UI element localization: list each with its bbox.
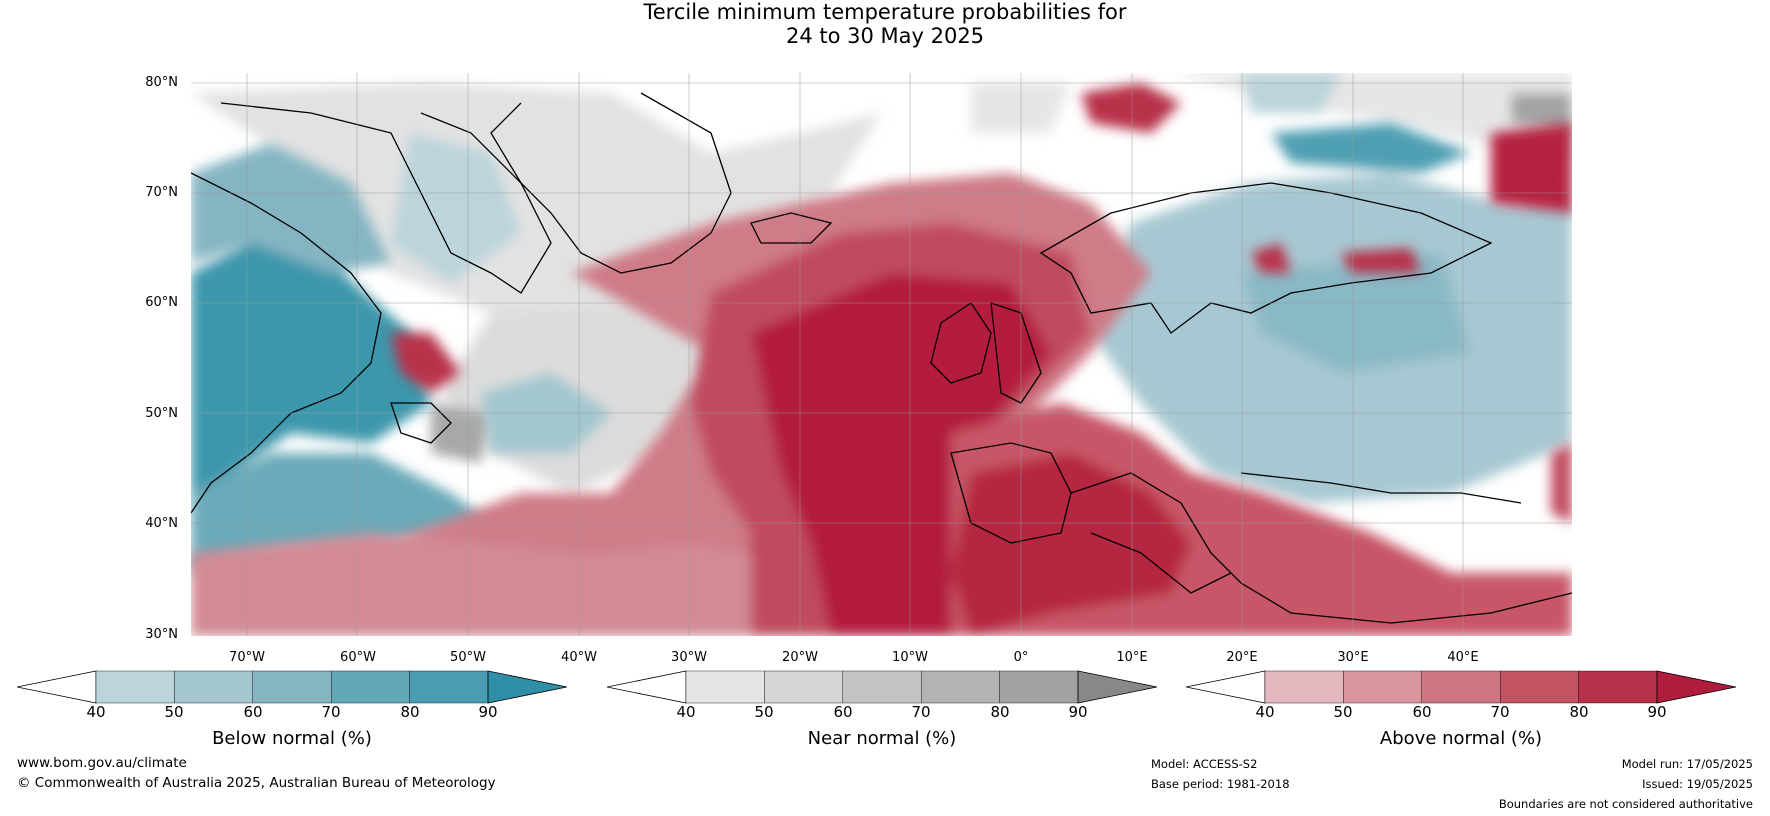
colorbar-extend-high <box>487 670 567 704</box>
colorbar-above-swatches <box>1186 670 1736 704</box>
below-tick-40: 40 <box>86 703 106 721</box>
probability-map <box>191 73 1572 636</box>
below-tick-70: 70 <box>321 703 341 721</box>
lon-label-50w: 50°W <box>450 650 486 665</box>
below-tick-60: 60 <box>243 703 263 721</box>
lon-label-70w: 70°W <box>229 650 265 665</box>
lon-label-20w: 20°W <box>782 650 818 665</box>
above-tick-60: 60 <box>1412 703 1432 721</box>
lat-label-60n: 60°N <box>145 295 178 310</box>
colorbar-extend-high <box>1656 670 1736 704</box>
lon-label-30w: 30°W <box>671 650 707 665</box>
copyright-text: © Commonwealth of Australia 2025, Austra… <box>17 775 496 791</box>
lat-label-70n: 70°N <box>145 185 178 200</box>
graticule <box>191 73 1572 636</box>
disclaimer-text: Boundaries are not considered authoritat… <box>1498 797 1753 811</box>
colorbar-near-normal <box>607 669 1157 705</box>
colorbar-above-normal <box>1186 669 1736 705</box>
lon-label-0: 0° <box>1013 650 1029 665</box>
colorbar-segment <box>252 670 332 704</box>
lon-label-10e: 10°E <box>1116 650 1148 665</box>
website-link[interactable]: www.bom.gov.au/climate <box>17 755 187 771</box>
colorbar-segment <box>1421 670 1501 704</box>
below-tick-90: 90 <box>478 703 498 721</box>
above-tick-90: 90 <box>1647 703 1667 721</box>
model-run-text: Model run: 17/05/2025 <box>1621 757 1753 771</box>
title-line-2: 24 to 30 May 2025 <box>785 24 985 48</box>
above-normal-label: Above normal (%) <box>1379 728 1543 749</box>
title-line-1: Tercile minimum temperature probabilitie… <box>643 0 1127 24</box>
below-normal-label: Below normal (%) <box>212 728 372 749</box>
coastlines <box>191 92 1572 624</box>
colorbar-below-normal <box>17 669 567 705</box>
colorbar-segment <box>331 670 410 704</box>
colorbar-segment <box>95 670 175 704</box>
colorbar-extend-low <box>1186 670 1266 704</box>
chart-title: Tercile minimum temperature probabilitie… <box>0 0 1770 48</box>
colorbar-segment <box>409 670 489 704</box>
colorbar-extend-high <box>1077 670 1157 704</box>
above-normal-regions <box>191 83 1572 636</box>
below-tick-50: 50 <box>164 703 184 721</box>
colorbar-below-swatches <box>17 670 567 704</box>
below-tick-80: 80 <box>400 703 420 721</box>
colorbar-segment <box>764 670 843 704</box>
near-tick-70: 70 <box>911 703 931 721</box>
lat-label-40n: 40°N <box>145 516 178 531</box>
lon-label-20e: 20°E <box>1226 650 1258 665</box>
issued-text: Issued: 19/05/2025 <box>1642 777 1753 791</box>
colorbar-near-swatches <box>607 670 1157 704</box>
base-period-text: Base period: 1981-2018 <box>1151 777 1290 791</box>
colorbar-segment <box>999 670 1079 704</box>
lat-label-50n: 50°N <box>145 406 178 421</box>
colorbar-segment <box>1578 670 1658 704</box>
near-tick-80: 80 <box>990 703 1010 721</box>
colorbar-extend-low <box>607 670 687 704</box>
colorbar-segment <box>174 670 253 704</box>
lon-label-30e: 30°E <box>1337 650 1369 665</box>
near-tick-90: 90 <box>1068 703 1088 721</box>
near-tick-60: 60 <box>833 703 853 721</box>
colorbar-segment <box>685 670 765 704</box>
colorbar-segment <box>1500 670 1579 704</box>
lon-label-10w: 10°W <box>892 650 928 665</box>
above-tick-70: 70 <box>1490 703 1510 721</box>
colorbar-segment <box>921 670 1000 704</box>
near-normal-label: Near normal (%) <box>807 728 957 749</box>
lon-label-40e: 40°E <box>1447 650 1479 665</box>
lon-label-60w: 60°W <box>340 650 376 665</box>
above-tick-80: 80 <box>1569 703 1589 721</box>
colorbar-segment <box>842 670 922 704</box>
above-tick-50: 50 <box>1333 703 1353 721</box>
colorbar-extend-low <box>17 670 97 704</box>
model-text: Model: ACCESS-S2 <box>1151 757 1258 771</box>
near-tick-50: 50 <box>754 703 774 721</box>
near-tick-40: 40 <box>676 703 696 721</box>
above-tick-40: 40 <box>1255 703 1275 721</box>
lat-label-30n: 30°N <box>145 627 178 642</box>
lon-label-40w: 40°W <box>561 650 597 665</box>
lat-label-80n: 80°N <box>145 75 178 90</box>
colorbar-segment <box>1264 670 1344 704</box>
colorbar-segment <box>1343 670 1422 704</box>
